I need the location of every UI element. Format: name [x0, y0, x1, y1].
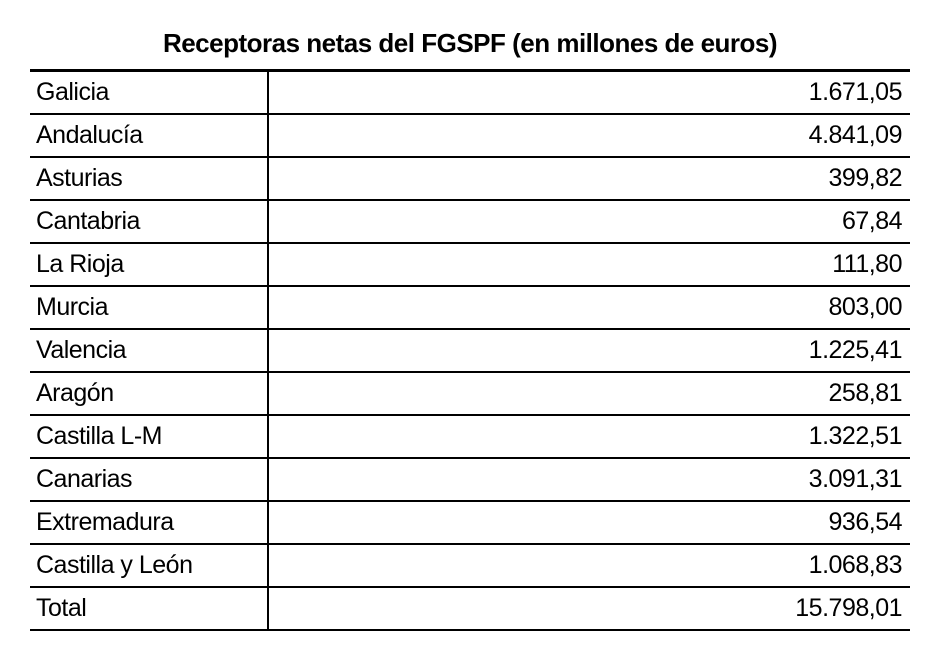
value-cell: 1.671,05 [268, 71, 910, 115]
region-cell: La Rioja [30, 243, 268, 286]
value-cell: 258,81 [268, 372, 910, 415]
value-cell: 4.841,09 [268, 114, 910, 157]
value-cell: 67,84 [268, 200, 910, 243]
value-cell: 399,82 [268, 157, 910, 200]
region-cell: Murcia [30, 286, 268, 329]
region-cell: Castilla y León [30, 544, 268, 587]
value-cell: 15.798,01 [268, 587, 910, 630]
table-row: Cantabria 67,84 [30, 200, 910, 243]
table-title: Receptoras netas del FGSPF (en millones … [30, 20, 910, 69]
region-cell: Galicia [30, 71, 268, 115]
region-cell: Aragón [30, 372, 268, 415]
region-cell: Cantabria [30, 200, 268, 243]
fgspf-table-container: Receptoras netas del FGSPF (en millones … [30, 20, 910, 631]
table-row: Andalucía 4.841,09 [30, 114, 910, 157]
region-cell: Valencia [30, 329, 268, 372]
region-cell: Extremadura [30, 501, 268, 544]
region-cell: Total [30, 587, 268, 630]
fgspf-table: Galicia 1.671,05 Andalucía 4.841,09 Astu… [30, 69, 910, 631]
value-cell: 3.091,31 [268, 458, 910, 501]
table-row: Castilla L-M 1.322,51 [30, 415, 910, 458]
table-row: Total 15.798,01 [30, 587, 910, 630]
region-cell: Canarias [30, 458, 268, 501]
table-row: Extremadura 936,54 [30, 501, 910, 544]
value-cell: 1.068,83 [268, 544, 910, 587]
table-row: Aragón 258,81 [30, 372, 910, 415]
value-cell: 936,54 [268, 501, 910, 544]
region-cell: Andalucía [30, 114, 268, 157]
table-body: Galicia 1.671,05 Andalucía 4.841,09 Astu… [30, 71, 910, 631]
table-row: Murcia 803,00 [30, 286, 910, 329]
table-row: Canarias 3.091,31 [30, 458, 910, 501]
region-cell: Castilla L-M [30, 415, 268, 458]
table-row: Galicia 1.671,05 [30, 71, 910, 115]
table-row: Valencia 1.225,41 [30, 329, 910, 372]
value-cell: 1.225,41 [268, 329, 910, 372]
table-row: Castilla y León 1.068,83 [30, 544, 910, 587]
region-cell: Asturias [30, 157, 268, 200]
table-row: La Rioja 111,80 [30, 243, 910, 286]
value-cell: 111,80 [268, 243, 910, 286]
value-cell: 803,00 [268, 286, 910, 329]
table-row: Asturias 399,82 [30, 157, 910, 200]
value-cell: 1.322,51 [268, 415, 910, 458]
